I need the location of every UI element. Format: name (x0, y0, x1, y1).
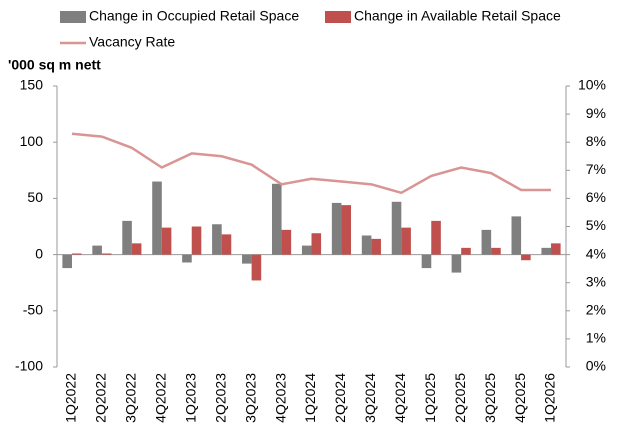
bar (341, 205, 352, 255)
bar (212, 224, 222, 255)
bar (311, 233, 322, 255)
legend-label: Vacancy Rate (89, 34, 175, 50)
bar (421, 254, 432, 269)
bar (281, 229, 292, 255)
bar (131, 243, 142, 255)
bar (242, 254, 252, 264)
y2-tick-label: 9% (586, 105, 606, 121)
y2-tick-label: 5% (586, 217, 606, 233)
x-tick-label: 2Q2025 (452, 373, 468, 423)
bar (101, 253, 112, 255)
y-tick-label: -100 (15, 358, 43, 374)
x-tick-label: 3Q2023 (242, 373, 258, 423)
x-tick-label: 1Q2024 (302, 373, 318, 423)
legend-label: Change in Occupied Retail Space (89, 8, 299, 24)
x-tick-label: 2Q2024 (332, 373, 348, 423)
bar (152, 181, 162, 255)
bar (161, 227, 172, 255)
y-tick-label: 50 (27, 189, 43, 205)
bar (301, 245, 312, 255)
legend-label: Change in Available Retail Space (354, 8, 561, 24)
y2-tick-label: 6% (586, 189, 606, 205)
legend-swatch (325, 11, 351, 23)
y-tick-label: 0 (35, 245, 43, 261)
bar (122, 220, 132, 255)
y-tick-label: 100 (20, 133, 44, 149)
y-tick-label: 150 (20, 77, 44, 93)
x-tick-label: 1Q2023 (182, 373, 198, 423)
y-tick-label: -50 (23, 302, 43, 318)
bar (92, 245, 102, 255)
x-tick-label: 2Q2023 (212, 373, 228, 423)
legend-swatch (60, 11, 86, 23)
y2-tick-label: 1% (586, 330, 606, 346)
bar (71, 253, 82, 255)
x-tick-label: 2Q2022 (93, 373, 109, 423)
y-axis-label: '000 sq m nett (8, 57, 101, 73)
x-tick-label: 4Q2024 (392, 373, 408, 423)
bar (271, 183, 282, 255)
x-tick-label: 4Q2023 (272, 373, 288, 423)
y2-tick-label: 3% (586, 273, 606, 289)
bar (371, 238, 381, 255)
bar (541, 247, 552, 255)
x-tick-label: 1Q2022 (63, 373, 79, 423)
x-tick-label: 1Q2026 (542, 373, 558, 423)
line (71, 132, 552, 195)
y2-tick-label: 7% (586, 161, 606, 177)
bar (361, 235, 372, 255)
bar (401, 227, 411, 255)
bar (491, 247, 501, 255)
bar (521, 254, 531, 261)
bar (182, 254, 192, 263)
y2-tick-label: 0% (586, 358, 606, 374)
bar (391, 201, 402, 255)
y2-tick-label: 2% (586, 302, 606, 318)
bar (191, 226, 202, 255)
x-tick-label: 3Q2022 (123, 373, 139, 423)
x-tick-label: 3Q2025 (482, 373, 498, 423)
bar (431, 220, 441, 255)
x-tick-label: 1Q2025 (422, 373, 438, 423)
bar (481, 229, 492, 255)
bar (461, 247, 471, 255)
y2-tick-label: 4% (586, 245, 606, 261)
bar (551, 243, 561, 255)
y2-tick-label: 10% (578, 77, 606, 93)
x-tick-label: 4Q2022 (152, 373, 168, 423)
x-tick-label: 4Q2025 (512, 373, 528, 423)
y2-tick-label: 8% (586, 133, 606, 149)
bar (221, 234, 232, 255)
x-tick-label: 3Q2024 (362, 373, 378, 423)
bar (251, 254, 262, 281)
bar (62, 254, 72, 269)
bar (511, 216, 522, 255)
bar (331, 202, 342, 255)
bar (451, 254, 462, 273)
